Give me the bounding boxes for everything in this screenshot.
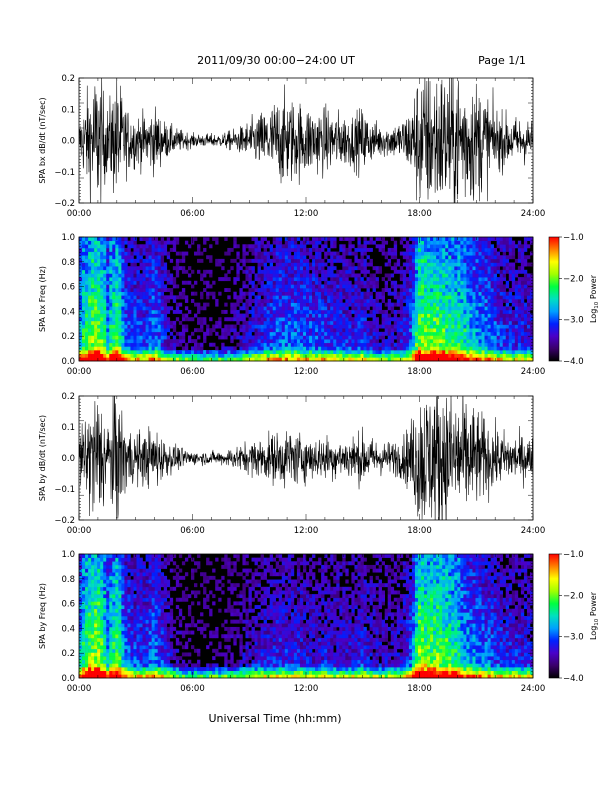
x-tick-label: 24:00 bbox=[521, 209, 546, 219]
colorbar-tick-label: −2.0 bbox=[563, 274, 584, 284]
y-tick-label: −0.1 bbox=[54, 168, 75, 178]
x-tick-label: 06:00 bbox=[180, 526, 205, 536]
colorbar-tick-label: −4.0 bbox=[563, 357, 584, 367]
y-tick-label: 0.4 bbox=[61, 624, 75, 634]
y-tick-label: −0.2 bbox=[54, 199, 75, 209]
y-tick-label: 0.0 bbox=[61, 674, 75, 684]
y-tick-label: 0.2 bbox=[61, 392, 75, 402]
y-tick-label: 1.0 bbox=[61, 550, 75, 560]
y-tick-label: 0.8 bbox=[61, 258, 75, 268]
figure-title: 2011/09/30 00:00−24:00 UT bbox=[197, 54, 355, 67]
x-tick-label: 00:00 bbox=[67, 367, 92, 377]
x-tick-label: 24:00 bbox=[521, 367, 546, 377]
colorbar-tick-label: −3.0 bbox=[563, 633, 584, 643]
x-tick-label: 12:00 bbox=[294, 367, 319, 377]
x-tick-label: 06:00 bbox=[180, 367, 205, 377]
x-tick-label: 24:00 bbox=[521, 526, 546, 536]
x-tick-label: 18:00 bbox=[407, 526, 432, 536]
y-tick-label: 0.0 bbox=[61, 357, 75, 367]
x-tick-label: 24:00 bbox=[521, 684, 546, 694]
y-tick-label: 0.4 bbox=[61, 307, 75, 317]
colorbar-tick-label: −4.0 bbox=[563, 674, 584, 684]
colorbar-label: Log10 Power bbox=[589, 591, 600, 640]
y-tick-label: 0.6 bbox=[61, 600, 75, 610]
y-tick-label: −0.1 bbox=[54, 485, 75, 495]
x-tick-label: 00:00 bbox=[67, 684, 92, 694]
colorbar-label: Log10 Power bbox=[589, 274, 600, 323]
y-tick-label: 0.8 bbox=[61, 575, 75, 585]
y-axis-label: SPA bx dB/dt (nT/sec) bbox=[38, 97, 47, 183]
y-tick-label: 1.0 bbox=[61, 233, 75, 243]
y-tick-label: 0.1 bbox=[61, 105, 75, 115]
colorbar-tick-label: −1.0 bbox=[563, 550, 584, 560]
x-tick-label: 12:00 bbox=[294, 209, 319, 219]
colorbar-tick-label: −2.0 bbox=[563, 591, 584, 601]
panel-4: −1.0 −2.0 −3.0 −4.0 Log10 Power 1.0 0.8 0.6 0.4 0… bbox=[38, 550, 600, 694]
x-tick-label: 00:00 bbox=[67, 209, 92, 219]
y-tick-label: 0.6 bbox=[61, 283, 75, 293]
y-tick-label: 0.2 bbox=[61, 74, 75, 84]
y-tick-label: −0.2 bbox=[54, 516, 75, 526]
colorbar-tick-label: −1.0 bbox=[563, 233, 584, 243]
x-tick-label: 12:00 bbox=[294, 526, 319, 536]
series-line-3 bbox=[79, 396, 533, 520]
panel-1: 0.2 0.1 0.0 −0.1 −0.2 SPA bx dB/dt (nT/sec) 00… bbox=[38, 74, 546, 219]
x-tick-label: 18:00 bbox=[407, 684, 432, 694]
x-axis-label: Universal Time (hh:mm) bbox=[209, 712, 342, 725]
colorbar-2 bbox=[548, 236, 560, 362]
colorbar-tick-label: −3.0 bbox=[563, 316, 584, 326]
x-tick-label: 18:00 bbox=[407, 367, 432, 377]
colorbar-4 bbox=[548, 553, 560, 679]
x-tick-label: 00:00 bbox=[67, 526, 92, 536]
spectrogram-2 bbox=[79, 237, 534, 362]
y-tick-label: 0.0 bbox=[61, 137, 75, 147]
x-tick-label: 06:00 bbox=[180, 684, 205, 694]
y-tick-label: 0.2 bbox=[61, 332, 75, 342]
panels: 0.2 0.1 0.0 −0.1 −0.2 SPA bx dB/dt (nT/sec) 00… bbox=[38, 74, 600, 694]
y-axis-label: SPA by Freq (Hz) bbox=[38, 583, 47, 649]
page-indicator: Page 1/1 bbox=[478, 54, 526, 67]
series-line-1 bbox=[79, 78, 533, 203]
y-tick-label: 0.0 bbox=[61, 454, 75, 464]
spectrogram-4 bbox=[79, 554, 534, 679]
y-tick-label: 0.2 bbox=[61, 649, 75, 659]
x-tick-label: 12:00 bbox=[294, 684, 319, 694]
panel-2: −1.0 −2.0 −3.0 −4.0 Log10 Power 1.0 0.8 0.6 0.4 0… bbox=[38, 233, 600, 377]
x-tick-label: 18:00 bbox=[407, 209, 432, 219]
x-tick-label: 06:00 bbox=[180, 209, 205, 219]
panel-3: 0.2 0.1 0.0 −0.1 −0.2 SPA by dB/dt (nT/sec) 00… bbox=[38, 392, 546, 536]
y-axis-label: SPA bx Freq (Hz) bbox=[38, 266, 47, 332]
y-axis-label: SPA by dB/dt (nT/sec) bbox=[38, 415, 47, 501]
y-tick-label: 0.1 bbox=[61, 423, 75, 433]
